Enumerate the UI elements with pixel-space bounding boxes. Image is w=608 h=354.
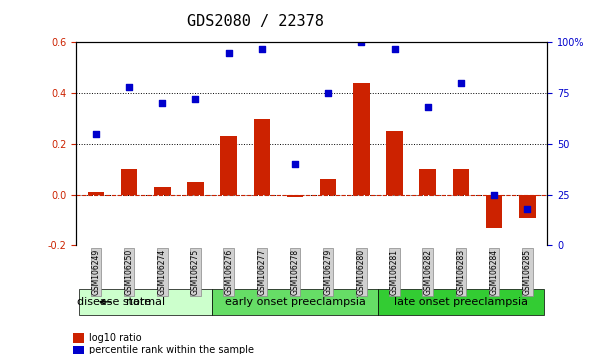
Point [224,50,233,56]
FancyBboxPatch shape [79,289,212,315]
Bar [154,187,171,195]
Point [423,104,433,110]
Bar [73,346,85,354]
Point [323,90,333,96]
Point [522,206,532,212]
Text: GSM106284: GSM106284 [489,249,499,295]
FancyBboxPatch shape [212,289,378,315]
Text: normal: normal [126,297,165,307]
Bar [187,182,204,195]
Bar [486,195,502,228]
Point [190,97,200,102]
Text: GSM106275: GSM106275 [191,249,200,295]
Bar [220,136,237,195]
Text: GSM106278: GSM106278 [291,249,300,295]
Text: log10 ratio: log10 ratio [89,333,142,343]
Bar [519,195,536,218]
Bar [452,169,469,195]
Point [91,131,101,137]
Text: GSM106250: GSM106250 [125,249,134,295]
Text: GSM106285: GSM106285 [523,249,532,295]
Text: GSM106281: GSM106281 [390,249,399,295]
Text: GSM106279: GSM106279 [323,249,333,295]
Bar [353,83,370,195]
Point [157,101,167,106]
Text: late onset preeclampsia: late onset preeclampsia [394,297,528,307]
Bar [121,169,137,195]
FancyBboxPatch shape [378,289,544,315]
Bar [287,195,303,197]
Text: GSM106282: GSM106282 [423,249,432,295]
Bar [420,169,436,195]
Text: GSM106277: GSM106277 [257,249,266,295]
Text: disease state: disease state [77,297,151,307]
Text: GSM106280: GSM106280 [357,249,366,295]
Point [124,84,134,90]
Text: early onset preeclampsia: early onset preeclampsia [224,297,365,307]
Point [290,161,300,167]
Bar [88,192,104,195]
Bar [254,119,270,195]
Text: GSM106276: GSM106276 [224,249,233,295]
Bar [386,131,403,195]
Point [489,192,499,198]
Bar [320,179,336,195]
Text: GDS2080 / 22378: GDS2080 / 22378 [187,14,324,29]
Point [257,46,267,51]
Text: GSM106274: GSM106274 [158,249,167,295]
Text: GSM106283: GSM106283 [457,249,465,295]
Bar [73,333,85,343]
Point [390,46,399,51]
Point [356,40,366,45]
Text: percentile rank within the sample: percentile rank within the sample [89,345,254,354]
Text: GSM106249: GSM106249 [91,249,100,295]
Point [456,80,466,86]
